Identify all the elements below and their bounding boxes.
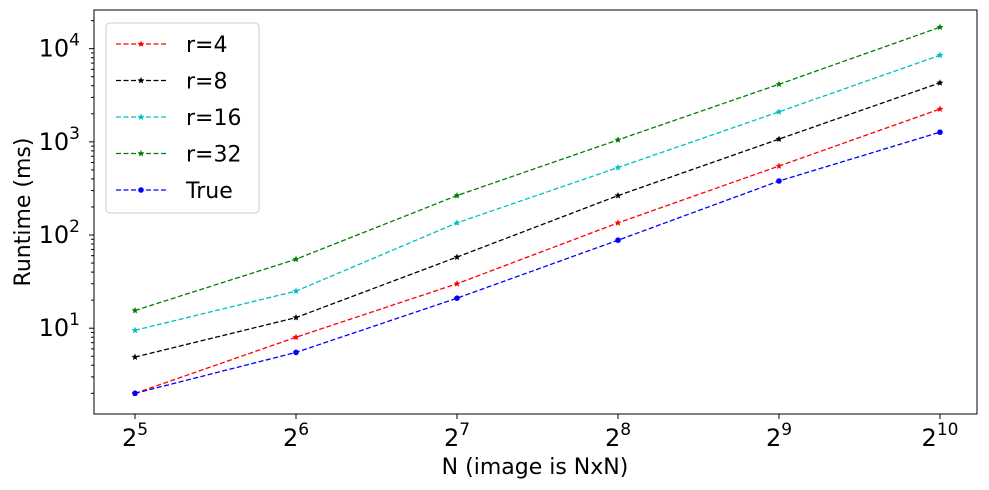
legend-swatch-marker [137,76,145,84]
data-point [293,349,299,356]
x-tick-label: 28 [605,420,631,452]
legend: r=4 r=8 r=16 r=32 True [105,22,260,214]
series-line [134,54,941,331]
legend-frame [105,22,260,214]
legend-swatch-marker [137,113,145,120]
data-point [292,255,300,263]
data-point [776,178,782,184]
data-point [775,162,783,169]
data-point [936,23,944,31]
data-point [936,79,944,86]
data-point [614,219,622,226]
legend-label: r=16 [186,106,241,131]
x-tick-exponent: 10 [937,420,959,440]
data-point [292,287,300,295]
x-tick-label: 29 [766,420,792,452]
data-point [131,306,139,314]
legend-item: r=4 [116,33,227,58]
y-tick-base: 10 [39,35,70,63]
data-point [131,326,139,334]
y-tick-base: 10 [39,314,70,342]
data-point [775,80,783,88]
x-tick-exponent: 7 [459,420,470,440]
y-tick-base: 10 [39,128,70,156]
series-true [132,129,943,397]
data-point [936,51,944,59]
x-tick-label: 25 [122,420,148,452]
x-tick-base: 2 [122,424,137,452]
data-point [131,353,139,360]
legend-item: r=32 [116,143,241,168]
y-tick-exponent: 1 [69,310,80,330]
y-tick-label: 101 [39,310,80,342]
x-axis-title: N (image is NxN) [442,455,629,480]
data-point [614,163,622,171]
legend-label: r=8 [186,70,227,95]
y-tick-exponent: 2 [69,217,80,237]
x-tick-label: 210 [922,420,959,452]
legend-label: r=4 [186,33,227,58]
x-tick-label: 26 [283,420,309,452]
legend-item: r=8 [116,70,227,95]
data-point [936,105,944,112]
data-point [453,253,461,260]
x-axis-ticks: 25 26 27 28 29 210 [122,414,959,452]
data-point [937,129,943,135]
series-r-32 [131,23,944,314]
data-point [614,136,622,143]
y-tick-base: 10 [39,221,70,249]
data-point [775,108,783,115]
data-point [454,295,460,301]
x-tick-base: 2 [922,424,937,452]
data-point [453,191,461,199]
data-point [292,313,300,321]
y-axis-title: Runtime (ms) [11,138,36,287]
y-tick-exponent: 3 [69,124,80,144]
x-tick-base: 2 [766,424,781,452]
data-point [132,390,138,397]
series-line [134,131,941,394]
x-tick-base: 2 [283,424,298,452]
legend-label: True [185,179,233,204]
y-tick-label: 102 [39,217,80,249]
x-tick-exponent: 8 [620,420,631,440]
legend-swatch-marker [137,149,145,157]
y-tick-exponent: 4 [69,31,80,51]
series-r-8 [131,79,944,360]
x-tick-base: 2 [605,424,620,452]
series-line [134,82,941,358]
data-point [453,280,461,287]
y-tick-label: 104 [39,31,80,63]
data-point [292,333,300,341]
x-tick-label: 27 [444,420,470,452]
x-tick-base: 2 [444,424,459,452]
legend-item: True [116,179,233,204]
data-point [775,135,783,143]
legend-swatch-marker [137,40,145,47]
x-tick-exponent: 5 [137,420,148,440]
data-point [614,191,622,199]
legend-item: r=16 [116,106,241,131]
data-point [453,219,461,226]
x-tick-exponent: 9 [781,420,792,440]
legend-label: r=32 [186,143,241,168]
series-group [131,23,944,397]
series-r-16 [131,51,944,334]
x-tick-exponent: 6 [298,420,309,440]
legend-swatch-marker [138,187,144,193]
y-tick-label: 103 [39,124,80,156]
data-point [615,237,621,243]
